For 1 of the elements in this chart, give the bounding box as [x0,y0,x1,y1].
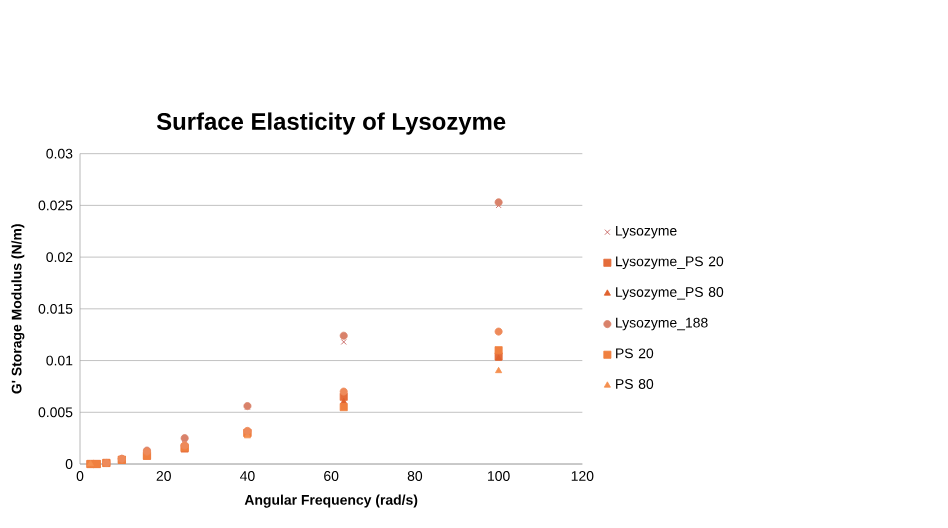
chart-title: Surface Elasticity of Lysozyme [156,112,506,135]
